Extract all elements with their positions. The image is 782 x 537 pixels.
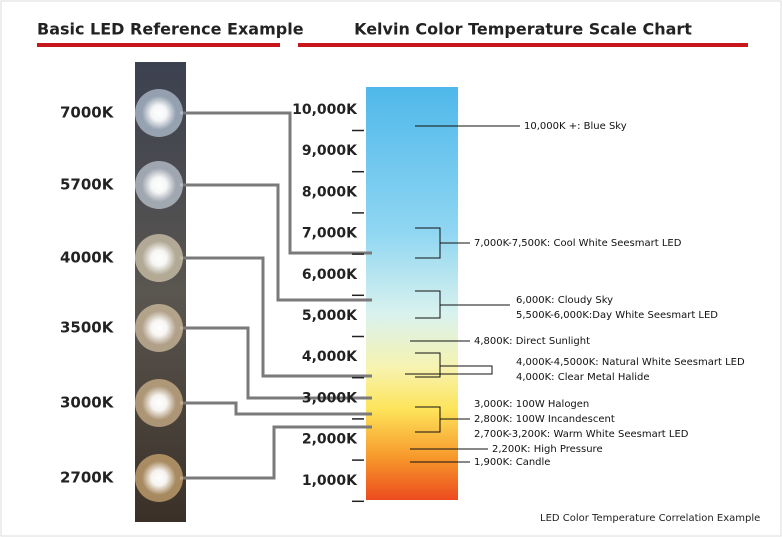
footer: LED Color Temperature Correlation Exampl…: [540, 513, 760, 524]
scale-label: 9,000K: [302, 143, 358, 159]
annotation: 4,000K-4,5000K: Natural White Seesmart L…: [516, 357, 745, 368]
annotation: 7,000K-7,500K: Cool White Seesmart LED: [474, 238, 682, 249]
led: [142, 241, 176, 275]
scale-label: 2,000K: [302, 432, 358, 448]
led: [142, 311, 176, 345]
scale-label: 5,000K: [302, 308, 358, 324]
annotation: 4,800K: Direct Sunlight: [474, 336, 590, 347]
led-label: 3500K: [60, 319, 115, 337]
left-title: Basic LED Reference Example: [37, 20, 304, 39]
led-strip: [135, 62, 186, 522]
annotation: 2,800K: 100W Incandescent: [474, 414, 615, 425]
scale-label: 1,000K: [302, 473, 358, 489]
annotation: 4,000K: Clear Metal Halide: [516, 372, 650, 383]
scale-label: 6,000K: [302, 267, 358, 283]
annotation: 2,200K: High Pressure: [492, 444, 603, 455]
led-label: 3000K: [60, 394, 115, 412]
led-label: 7000K: [60, 104, 115, 122]
led: [142, 386, 176, 420]
led-label: 2700K: [60, 469, 115, 487]
led: [142, 461, 176, 495]
brackets: [405, 125, 520, 463]
annotation: 1,900K: Candle: [474, 457, 550, 468]
scale-label: 7,000K: [302, 226, 358, 242]
annotation: 5,500K-6,000K:Day White Seesmart LED: [516, 310, 718, 321]
annotation: 10,000K +: Blue Sky: [524, 121, 627, 132]
led-label: 5700K: [60, 176, 115, 194]
kelvin-bar: [366, 87, 458, 500]
led: [142, 168, 176, 202]
annotation: 6,000K: Cloudy Sky: [516, 295, 613, 306]
underline: [298, 43, 748, 47]
scale-label: 3,000K: [302, 390, 358, 406]
scale-label: 8,000K: [302, 184, 358, 200]
right-title: Kelvin Color Temperature Scale Chart: [354, 20, 692, 39]
scale-label: 4,000K: [302, 349, 358, 365]
annotation: 3,000K: 100W Halogen: [474, 399, 589, 410]
underline: [37, 43, 280, 47]
connectors: [180, 111, 372, 480]
scale-label: 10,000K: [292, 102, 358, 118]
led-label: 4000K: [60, 249, 115, 267]
annotation: 2,700K-3,200K: Warm White Seesmart LED: [474, 429, 689, 440]
led: [142, 96, 176, 130]
